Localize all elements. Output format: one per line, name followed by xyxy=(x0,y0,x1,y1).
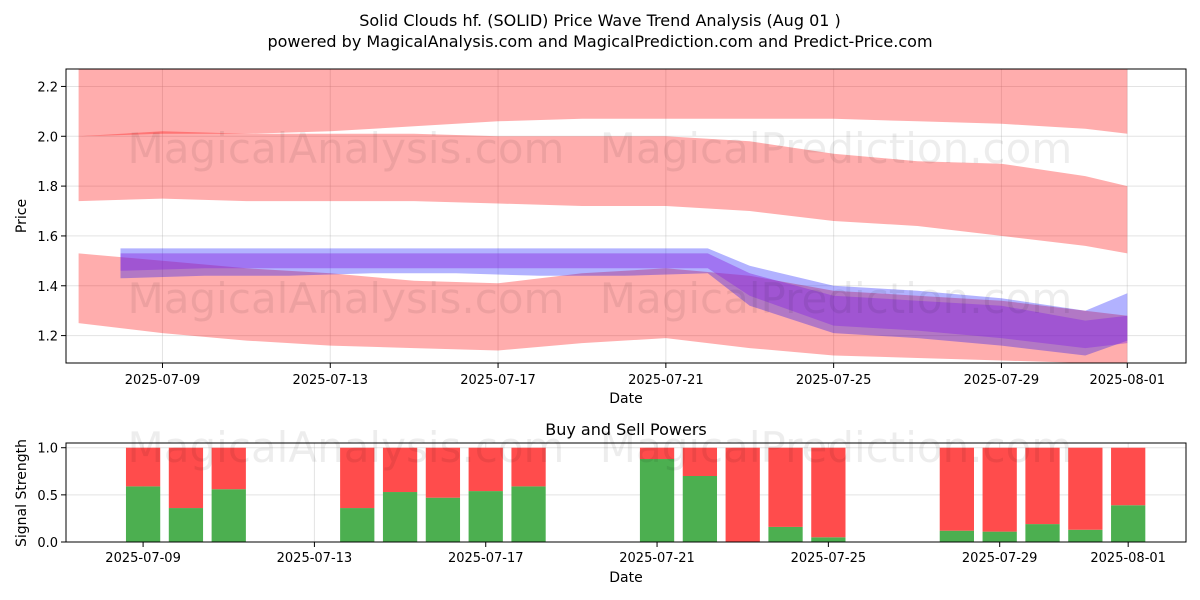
price-plot-frame xyxy=(65,68,1187,364)
sell-bar xyxy=(1025,447,1060,525)
sell-bar xyxy=(1111,447,1146,506)
signal-x-tick-label: 2025-07-29 xyxy=(962,551,1038,566)
signal-x-tick-label: 2025-07-21 xyxy=(619,551,695,566)
watermark-analysis-mid: MagicalAnalysis.com xyxy=(128,274,565,323)
buy-bar xyxy=(939,530,974,542)
sell-bar xyxy=(939,447,974,531)
price-band-blue-3 xyxy=(120,248,1128,356)
sell-bar xyxy=(425,447,461,498)
signal-x-axis-label: Date xyxy=(609,570,642,586)
buy-bar xyxy=(639,459,675,542)
buy-bar xyxy=(468,491,503,542)
price-band-red-2 xyxy=(78,253,1128,363)
signal-x-tick-label: 2025-08-01 xyxy=(1090,551,1166,566)
sell-bar xyxy=(340,447,375,509)
sell-bar xyxy=(211,447,246,490)
watermark-prediction-bottom: MagicalPrediction.com xyxy=(600,423,1073,472)
signal-x-tick-label: 2025-07-13 xyxy=(277,551,353,566)
chart-title: Solid Clouds hf. (SOLID) Price Wave Tren… xyxy=(359,11,841,30)
price-x-tick-label: 2025-07-25 xyxy=(796,373,872,388)
sell-bar xyxy=(639,447,675,460)
chart-subtitle: powered by MagicalAnalysis.com and Magic… xyxy=(267,32,932,51)
sell-bar xyxy=(982,447,1017,532)
price-band-purple-4 xyxy=(120,253,1128,349)
buy-bar xyxy=(125,486,161,542)
watermark-prediction-mid: MagicalPrediction.com xyxy=(600,274,1073,323)
signal-y-tick-label: 0.5 xyxy=(37,489,58,504)
price-x-axis-label: Date xyxy=(609,391,642,407)
signal-x-tick-label: 2025-07-25 xyxy=(791,551,867,566)
buy-bar xyxy=(1068,529,1103,542)
buy-bar xyxy=(340,508,375,542)
sell-bar xyxy=(125,447,161,487)
sell-bar xyxy=(811,447,846,538)
price-y-tick-label: 2.0 xyxy=(37,130,58,145)
price-band-red-1 xyxy=(78,131,1128,254)
sell-bar xyxy=(168,447,204,509)
price-x-ticks: 2025-07-09 2025-07-13 2025-07-17 2025-07-21… xyxy=(125,363,1165,388)
signal-bars xyxy=(125,447,1146,542)
price-y-axis-label: Price xyxy=(14,199,30,233)
sell-bar xyxy=(768,447,803,527)
buy-bar xyxy=(425,497,461,542)
buy-bar xyxy=(811,537,846,542)
sell-bar xyxy=(725,447,760,542)
signal-x-tick-label: 2025-07-09 xyxy=(105,551,181,566)
watermark-prediction-top: MagicalPrediction.com xyxy=(600,124,1073,173)
price-plot-area xyxy=(66,69,1186,363)
price-x-tick-label: 2025-07-29 xyxy=(964,373,1040,388)
signal-y-tick-label: 0.0 xyxy=(37,536,58,551)
price-y-tick-label: 1.2 xyxy=(37,330,58,345)
buy-bar xyxy=(382,492,418,542)
price-y-tick-label: 1.8 xyxy=(37,180,58,195)
price-panel: MagicalAnalysis.com MagicalPrediction.co… xyxy=(14,68,1187,407)
buy-bar xyxy=(511,486,546,542)
price-y-tick-label: 2.2 xyxy=(37,80,58,95)
signal-panel-title: Buy and Sell Powers xyxy=(545,420,707,439)
price-y-ticks: 1.2 1.4 1.6 1.8 2.0 2.2 xyxy=(37,80,66,345)
price-x-tick-label: 2025-07-21 xyxy=(628,373,704,388)
price-x-tick-label: 2025-08-01 xyxy=(1089,373,1165,388)
watermark-analysis-top: MagicalAnalysis.com xyxy=(128,124,565,173)
signal-y-axis-label: Signal Strength xyxy=(14,439,30,547)
price-y-tick-label: 1.4 xyxy=(37,280,58,295)
sell-bar xyxy=(1068,447,1103,530)
buy-bar xyxy=(982,531,1017,542)
price-band-red-0 xyxy=(78,69,1128,137)
signal-x-ticks: 2025-07-09 2025-07-13 2025-07-17 2025-07-21… xyxy=(105,542,1166,566)
sell-bar xyxy=(382,447,418,493)
sell-bar xyxy=(682,447,718,476)
price-y-tick-label: 1.6 xyxy=(37,230,58,245)
buy-bar xyxy=(211,489,246,542)
buy-bar xyxy=(1025,524,1060,542)
price-x-tick-label: 2025-07-17 xyxy=(460,373,536,388)
signal-plot-frame xyxy=(65,442,1187,543)
price-x-tick-label: 2025-07-09 xyxy=(125,373,201,388)
signal-x-tick-label: 2025-07-17 xyxy=(448,551,524,566)
price-bands xyxy=(78,69,1128,363)
price-x-tick-label: 2025-07-13 xyxy=(292,373,368,388)
price-grid xyxy=(66,69,1186,363)
signal-y-ticks: 0.0 0.5 1.0 xyxy=(37,442,66,551)
signal-panel: Buy and Sell Powers MagicalAnalysis.com … xyxy=(14,420,1187,586)
buy-bar xyxy=(768,526,803,542)
buy-bar xyxy=(168,508,204,542)
sell-bar xyxy=(468,447,503,492)
signal-y-tick-label: 1.0 xyxy=(37,442,58,457)
sell-bar xyxy=(511,447,546,487)
buy-bar xyxy=(1111,505,1146,542)
watermark-analysis-bottom: MagicalAnalysis.com xyxy=(128,423,565,472)
buy-bar xyxy=(682,476,718,542)
